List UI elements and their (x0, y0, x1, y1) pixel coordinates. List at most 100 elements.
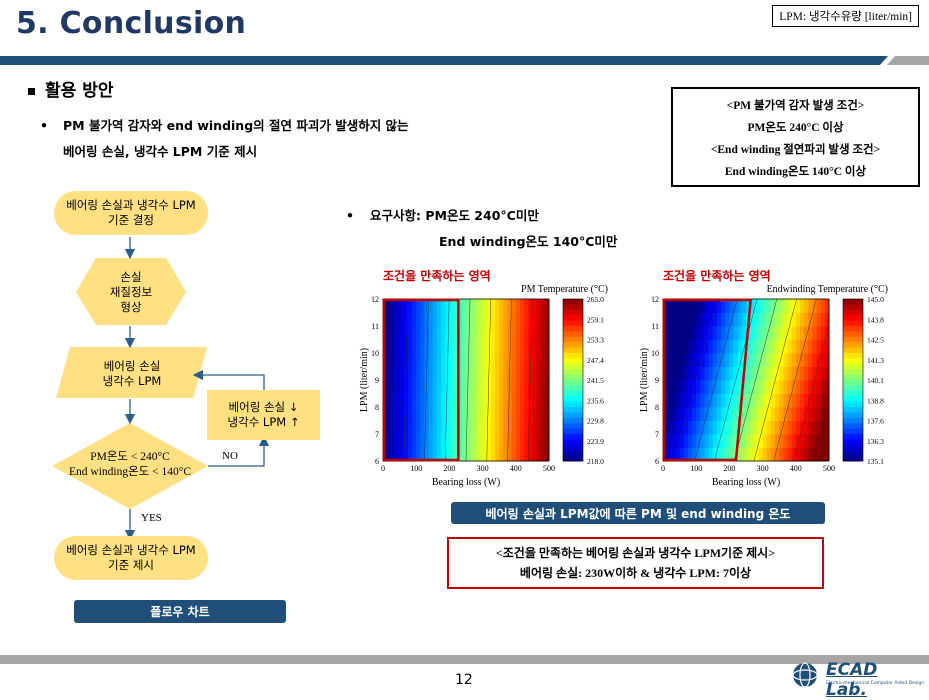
result-line-2: 베어링 손실: 230W이하 & 냉각수 LPM: 7이상 (519, 566, 752, 580)
y-tick-label: 10 (651, 349, 659, 358)
heat-cell (700, 339, 705, 354)
heat-cell (416, 420, 421, 435)
heat-cell (503, 339, 508, 354)
heat-cell (746, 434, 751, 448)
heat-cell (787, 353, 793, 367)
heat-cell (482, 447, 488, 462)
heat-cell (671, 393, 676, 408)
colorbar-segment (563, 396, 583, 403)
heat-cell (799, 326, 805, 340)
heat-cell (436, 326, 442, 340)
heat-cell (407, 434, 413, 448)
heat-cell (441, 420, 446, 435)
heat-cell (762, 393, 768, 408)
contour-line (403, 298, 408, 462)
heat-cell (820, 380, 826, 394)
heat-cell (692, 407, 697, 421)
x-tick-label: 400 (790, 464, 802, 473)
heat-cell (515, 339, 521, 354)
heat-cell (775, 380, 780, 394)
heat-cell (424, 326, 430, 340)
heat-cell (671, 420, 676, 435)
heat-cell (692, 420, 697, 435)
heat-cell (428, 353, 434, 367)
heat-cell (486, 380, 492, 394)
heat-cell (395, 420, 401, 435)
heat-cell (791, 312, 797, 327)
heat-cell (383, 447, 388, 462)
heat-cell (750, 407, 755, 421)
heat-cell (667, 299, 672, 313)
heat-cell (515, 326, 521, 340)
heat-cell (428, 299, 434, 313)
heat-cell (725, 353, 730, 367)
heat-cell (779, 299, 784, 313)
heat-cell (762, 407, 768, 421)
heat-cell (783, 407, 788, 421)
heat-cell (383, 312, 388, 327)
y-tick-label: 6 (655, 457, 659, 466)
heat-cell (741, 326, 747, 340)
heat-cell (787, 339, 793, 354)
heat-cell (515, 393, 521, 408)
colorbar-segment (563, 434, 583, 440)
heat-cell (524, 393, 529, 408)
heat-cell (775, 312, 780, 327)
heat-cell (478, 312, 484, 327)
heat-cell (795, 447, 801, 462)
heat-cell (816, 447, 822, 462)
heat-cell (775, 366, 780, 381)
colorbar-tick-label: 265.0 (587, 295, 604, 304)
x-tick-label: 500 (823, 464, 835, 473)
x-axis-label-2: Bearing loss (W) (712, 477, 780, 488)
colorbar-segment (843, 315, 863, 322)
heat-cell (808, 447, 813, 462)
heat-cell (779, 353, 784, 367)
heat-cell (762, 380, 768, 394)
heat-cell (737, 353, 743, 367)
heat-cell (532, 380, 538, 394)
heat-cell (490, 407, 496, 421)
heat-cell (391, 393, 396, 408)
contour-line (753, 298, 797, 462)
heat-cell (432, 447, 438, 462)
heat-cell (482, 366, 488, 381)
heat-cell (762, 353, 768, 367)
heat-cell (532, 339, 538, 354)
heat-cell (824, 312, 830, 327)
heat-cell (432, 326, 438, 340)
heat-cell (799, 434, 805, 448)
heat-cell (449, 312, 455, 327)
heat-cell (449, 353, 455, 367)
heat-cell (671, 380, 676, 394)
heat-cell (387, 326, 392, 340)
heat-cell (391, 366, 396, 381)
heat-cell (775, 393, 780, 408)
heat-cell (515, 380, 521, 394)
heat-cell (499, 393, 504, 408)
flow-no-label: NO (222, 450, 238, 462)
heat-cell (683, 380, 689, 394)
heat-cell (787, 447, 793, 462)
heat-cell (758, 393, 764, 408)
heat-cell (770, 447, 776, 462)
colorbar-segment (843, 434, 863, 440)
heat-cell (696, 393, 701, 408)
colorbar-segment (843, 450, 863, 457)
heat-cell (524, 312, 529, 327)
x-tick-label: 100 (690, 464, 702, 473)
heat-cell (671, 326, 676, 340)
heat-cell (766, 353, 772, 367)
heat-cell (495, 312, 500, 327)
heat-cell (461, 299, 467, 313)
heat-cell (420, 326, 425, 340)
heat-cell (820, 447, 826, 462)
heat-cell (754, 434, 759, 448)
heat-cell (441, 447, 446, 462)
colorbar-segment (563, 358, 583, 365)
heat-cell (808, 312, 813, 327)
heat-cell (466, 312, 471, 327)
heat-cell (787, 407, 793, 421)
heat-cell (770, 393, 776, 408)
heat-cell (540, 447, 546, 462)
